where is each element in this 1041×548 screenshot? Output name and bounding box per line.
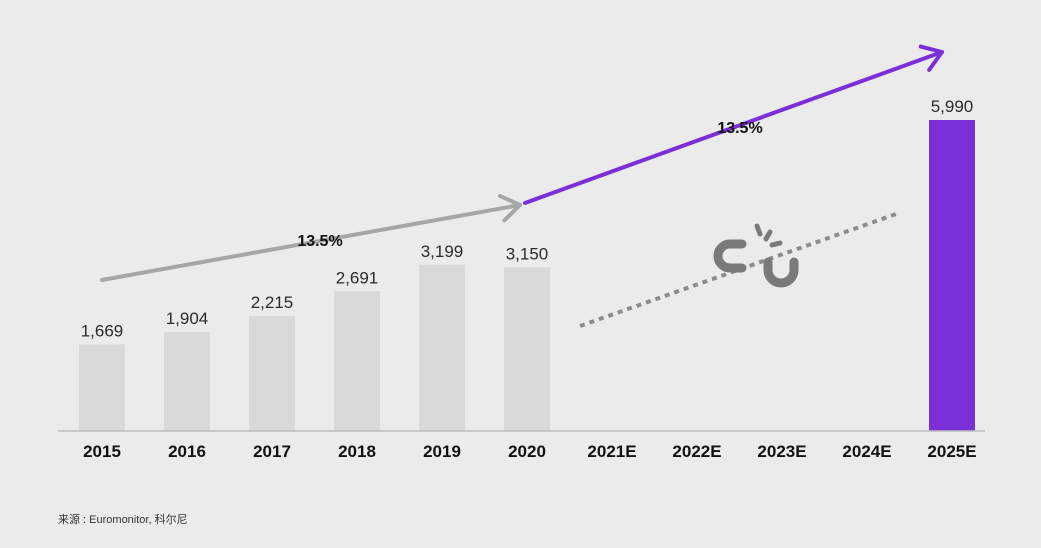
x-axis-ticks-group: 2015 2016 2017 2018 2019 2020 2021E 2022E 2023E 2… [83, 442, 977, 461]
x-tick-2025E: 2025E [927, 442, 976, 461]
bar-2017 [249, 315, 295, 431]
value-label-2019: 3,199 [421, 242, 464, 261]
value-label-2015: 1,669 [81, 321, 124, 340]
value-label-2017: 2,215 [251, 293, 294, 312]
bar-2018 [334, 291, 380, 431]
growth-arrow-head-2 [918, 44, 944, 72]
x-tick-2024E: 2024E [842, 442, 891, 461]
value-label-2020: 3,150 [506, 244, 549, 263]
broken-link-icon-part-2 [763, 257, 799, 288]
value-label-2025E: 5,990 [931, 97, 974, 116]
x-tick-2022E: 2022E [672, 442, 721, 461]
x-tick-2015: 2015 [83, 442, 121, 461]
bar-2016 [164, 332, 210, 431]
growth-arrow-1 [100, 203, 522, 282]
broken-link-icon-part-4 [763, 229, 773, 242]
bar-2019 [419, 264, 465, 431]
x-tick-2016: 2016 [168, 442, 206, 461]
x-tick-2021E: 2021E [587, 442, 636, 461]
growth-annotations-group: 13.5% 13.5% [100, 44, 944, 282]
source-note: 来源 : Euromonitor, 科尔尼 [58, 514, 188, 526]
value-label-2016: 1,904 [166, 309, 209, 328]
value-label-2018: 2,691 [336, 268, 379, 287]
broken-link-icon-part-5 [769, 240, 783, 248]
bars-group [79, 120, 975, 431]
bar-2020 [504, 267, 550, 431]
x-tick-2018: 2018 [338, 442, 376, 461]
x-tick-2017: 2017 [253, 442, 291, 461]
x-tick-2023E: 2023E [757, 442, 806, 461]
growth-arrow-head-1 [497, 193, 522, 223]
bar-2015 [79, 344, 125, 431]
broken-link-icon-part-1 [713, 239, 747, 273]
broken-link-icon-part-3 [754, 223, 763, 237]
x-tick-2019: 2019 [423, 442, 461, 461]
value-labels-group: 1,669 1,904 2,215 2,691 3,199 3,150 5,990 [81, 97, 974, 340]
cagr-label-1: 13.5% [297, 233, 342, 250]
broken-link-icon [713, 223, 799, 288]
cagr-label-2: 13.5% [717, 120, 762, 137]
x-tick-2020: 2020 [508, 442, 546, 461]
growth-arrow-2 [523, 50, 944, 205]
bar-2025E [929, 120, 975, 431]
